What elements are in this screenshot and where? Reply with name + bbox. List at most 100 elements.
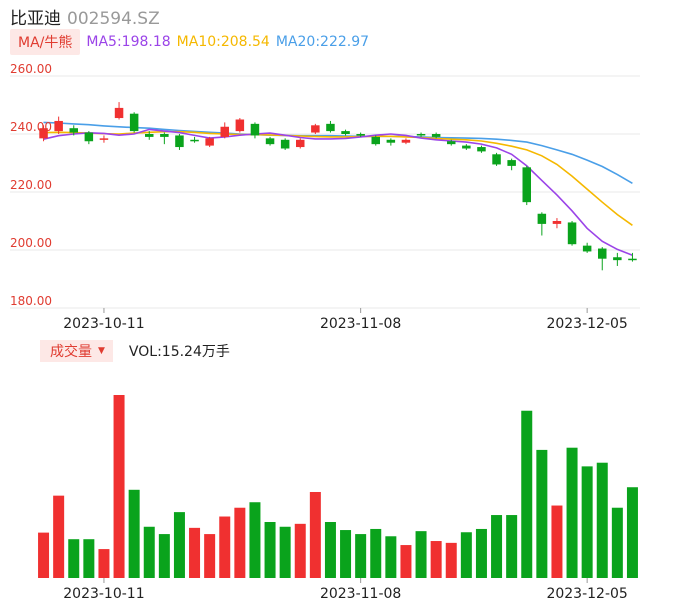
candle-body: [567, 222, 577, 245]
volume-bar: [536, 449, 548, 578]
ma20-label: MA20:222.97: [275, 34, 370, 50]
volume-bar: [173, 512, 185, 578]
volume-bar: [370, 528, 382, 578]
volume-bar: [189, 527, 201, 578]
candle-body: [280, 139, 290, 149]
candle-body: [84, 132, 94, 142]
volume-value-label: VOL:15.24万手: [128, 344, 230, 360]
candle-body: [507, 160, 516, 166]
volume-bar: [204, 534, 216, 578]
volume-bar: [98, 549, 110, 578]
candle-body: [522, 167, 531, 203]
volume-bar: [611, 507, 623, 578]
date-tick-label: 2023-12-05: [546, 316, 627, 332]
candle-body: [250, 123, 260, 136]
candle-body: [613, 257, 622, 261]
date-tick-label: 2023-12-05: [546, 586, 627, 602]
volume-bar: [294, 523, 306, 578]
price-tick-label: 260.00: [10, 62, 52, 76]
candle-body: [492, 154, 501, 165]
candle-body: [54, 120, 63, 132]
volume-bar: [596, 462, 608, 578]
candle-body: [537, 213, 547, 224]
volume-bar: [83, 539, 95, 578]
candle-body: [416, 134, 426, 136]
date-tick-label: 2023-11-08: [320, 586, 401, 602]
candle-body: [401, 139, 411, 143]
price-date-ticks: 2023-10-11 2023-11-08 2023-12-05: [63, 308, 628, 332]
price-tick-label: 240.00: [10, 120, 52, 134]
candle-body: [114, 107, 124, 119]
candle-body: [628, 258, 637, 261]
volume-bar: [219, 516, 231, 578]
caret-down-icon: ▼: [98, 346, 105, 356]
volume-bar: [279, 526, 291, 578]
candle-body: [296, 139, 305, 148]
candle-body: [582, 245, 592, 252]
candle-body: [356, 134, 365, 136]
candle-body: [175, 135, 184, 148]
volume-bar: [491, 515, 503, 578]
stock-code: 002594.SZ: [67, 9, 160, 29]
candle-body: [69, 128, 78, 133]
volume-bar: [626, 487, 638, 578]
date-tick-label: 2023-11-08: [320, 316, 401, 332]
candlestick-series: [39, 102, 637, 271]
candle-body: [462, 145, 471, 149]
candle-body: [341, 131, 350, 134]
candle-body: [145, 134, 154, 137]
volume-bar: [128, 489, 140, 578]
volume-bar: [415, 531, 427, 578]
volume-toggle-label: 成交量: [50, 344, 92, 360]
date-tick-label: 2023-10-11: [63, 316, 144, 332]
candle-body: [99, 138, 109, 140]
volume-bar: [264, 522, 276, 578]
volume-bar: [143, 526, 155, 578]
price-tick-label: 200.00: [10, 236, 52, 250]
volume-bar: [234, 507, 246, 578]
candle-body: [205, 138, 214, 146]
candle-body: [371, 136, 380, 145]
ma5-line: [43, 128, 633, 256]
volume-bar: [385, 536, 397, 578]
volume-toggle-button[interactable]: 成交量 ▼: [40, 340, 113, 362]
volume-bar: [113, 395, 125, 578]
volume-bar: [53, 495, 65, 578]
candle-body: [431, 134, 441, 137]
candle-body: [129, 113, 139, 132]
ma-toggle-button[interactable]: MA/牛熊: [10, 29, 81, 55]
candle-body: [265, 138, 275, 145]
volume-bar: [324, 522, 336, 578]
volume-bar: [249, 502, 261, 578]
stock-name: 比亚迪: [10, 9, 61, 29]
candle-body: [598, 248, 607, 259]
candle-body: [311, 125, 320, 133]
volume-bar: [566, 447, 578, 578]
candle-body: [386, 139, 396, 143]
volume-bar: [158, 534, 170, 578]
volume-bar: [445, 542, 457, 578]
volume-bar: [38, 532, 50, 578]
ma20-line: [43, 121, 633, 184]
volume-bar: [475, 528, 487, 578]
volume-bar: [460, 532, 472, 578]
volume-bar: [551, 505, 563, 578]
volume-bar: [506, 515, 518, 578]
ma-legend: MA/牛熊 MA5:198.18 MA10:208.54 MA20:222.97: [10, 29, 370, 55]
moving-average-lines: [43, 121, 633, 256]
volume-bar: [400, 545, 412, 578]
price-tick-label: 180.00: [10, 294, 52, 308]
candle-body: [39, 128, 48, 139]
candle-body: [447, 141, 456, 145]
volume-bar: [340, 530, 352, 578]
candle-body: [235, 119, 245, 132]
volume-date-ticks: 2023-10-11 2023-11-08 2023-12-05: [63, 578, 628, 602]
date-tick-label: 2023-10-11: [63, 586, 144, 602]
price-grid: [10, 75, 640, 309]
price-axis-ticks: 260.00 240.00 220.00 200.00 180.00: [10, 62, 52, 308]
candle-body: [552, 221, 562, 224]
volume-bar: [581, 466, 593, 578]
volume-bar: [309, 491, 321, 578]
volume-bar: [430, 541, 442, 578]
